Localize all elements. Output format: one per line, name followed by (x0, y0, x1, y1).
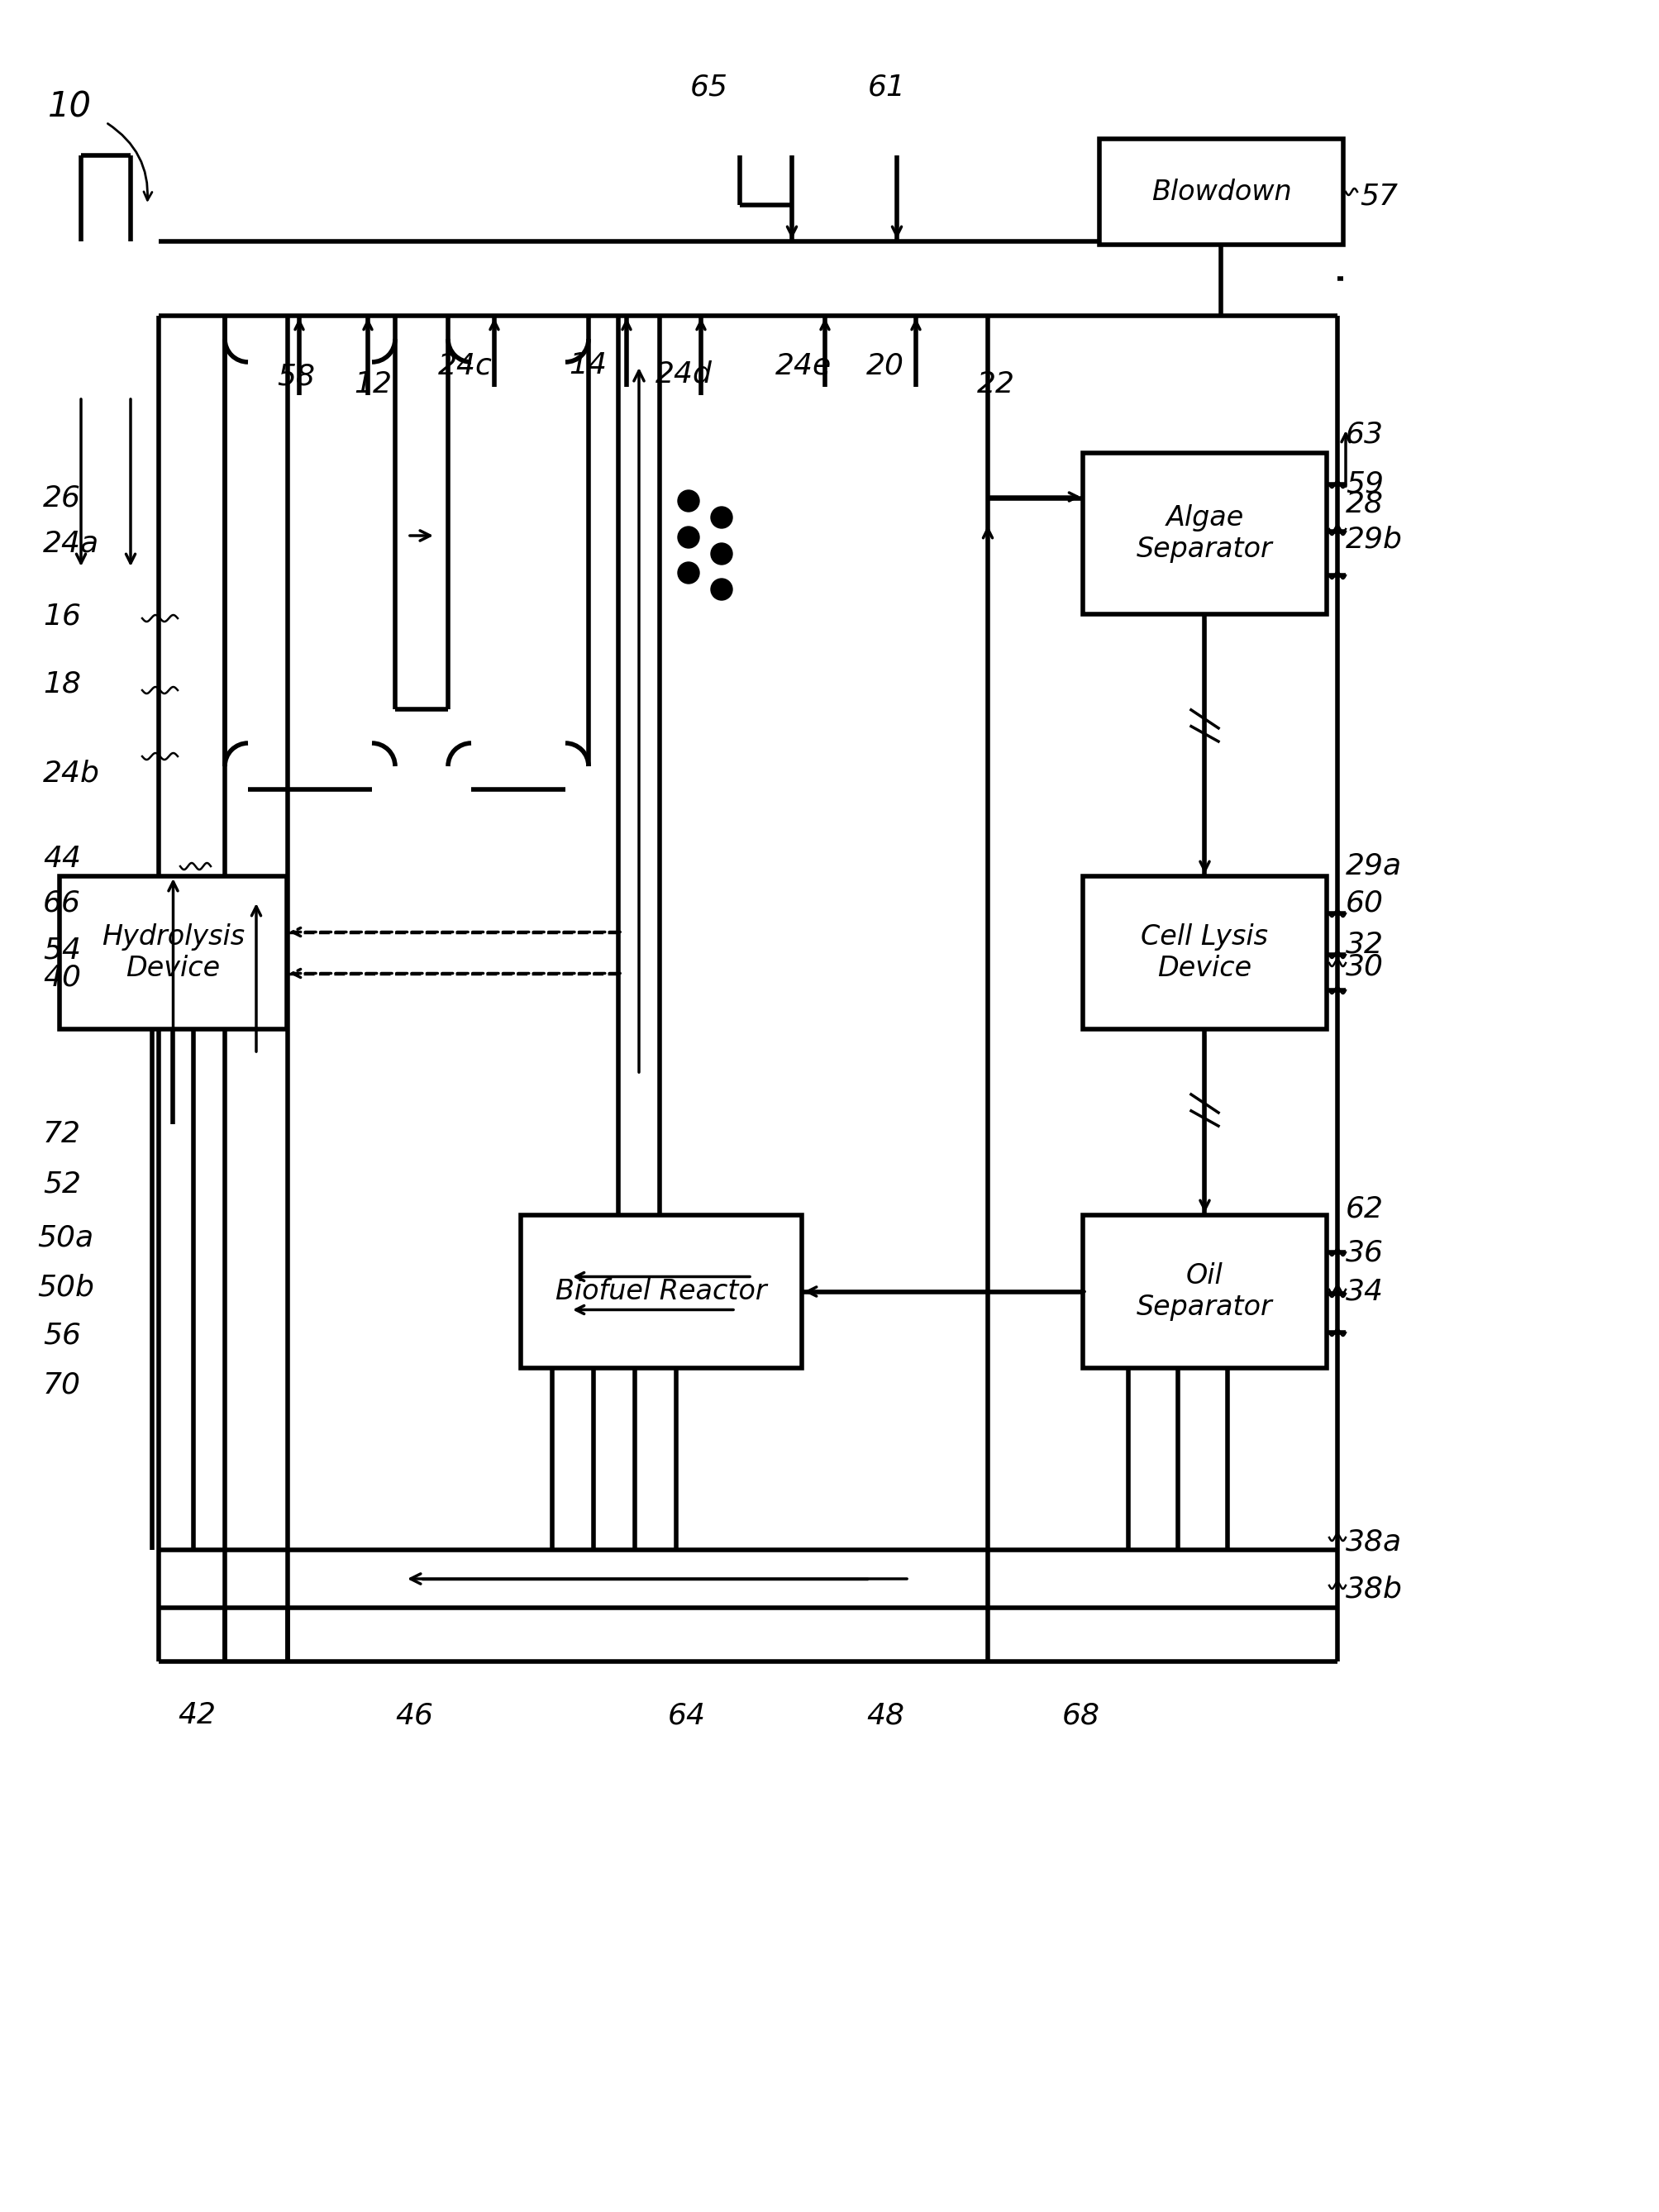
Text: 28: 28 (1345, 489, 1384, 518)
Text: 29a: 29a (1345, 852, 1402, 880)
Circle shape (677, 562, 698, 584)
Text: 12: 12 (353, 369, 392, 398)
Circle shape (710, 507, 732, 529)
Text: Hydrolysis
Device: Hydrolysis Device (101, 922, 244, 982)
Text: 22: 22 (977, 369, 1015, 398)
Text: Algae
Separator: Algae Separator (1136, 504, 1272, 564)
Circle shape (710, 580, 732, 599)
Text: 57: 57 (1359, 181, 1397, 210)
Text: 44: 44 (43, 845, 81, 874)
Text: 29b: 29b (1345, 524, 1402, 553)
Text: 52: 52 (43, 1170, 81, 1197)
Text: 26: 26 (43, 484, 81, 511)
Text: 72: 72 (43, 1119, 81, 1148)
Text: 58: 58 (277, 363, 315, 389)
Text: Cell Lysis
Device: Cell Lysis Device (1141, 922, 1267, 982)
Text: 10: 10 (48, 88, 91, 124)
Text: Biofuel Reactor: Biofuel Reactor (556, 1279, 766, 1305)
Text: 62: 62 (1345, 1194, 1384, 1223)
Circle shape (710, 544, 732, 564)
Text: 32: 32 (1345, 929, 1384, 958)
Text: 16: 16 (43, 602, 81, 630)
Text: 24a: 24a (43, 529, 100, 557)
Text: 66: 66 (43, 889, 81, 916)
Text: Oil
Separator: Oil Separator (1136, 1263, 1272, 1321)
Text: 40: 40 (43, 962, 81, 991)
Text: 38b: 38b (1345, 1575, 1402, 1604)
Text: 34: 34 (1345, 1276, 1384, 1305)
Text: 64: 64 (667, 1701, 705, 1730)
Text: Blowdown: Blowdown (1151, 179, 1291, 206)
Text: 20: 20 (866, 352, 904, 380)
Bar (1098, 139, 1342, 246)
Text: 38a: 38a (1345, 1528, 1402, 1555)
Text: 46: 46 (395, 1701, 433, 1730)
Circle shape (677, 526, 698, 549)
Bar (1082, 453, 1326, 615)
Text: 60: 60 (1345, 889, 1384, 916)
Text: 54: 54 (43, 936, 81, 964)
Text: 68: 68 (1062, 1701, 1100, 1730)
Text: 36: 36 (1345, 1239, 1384, 1265)
Text: 63: 63 (1345, 420, 1384, 449)
Circle shape (677, 491, 698, 511)
Text: 30: 30 (1345, 951, 1384, 980)
Text: 42: 42 (178, 1701, 216, 1730)
Bar (1082, 1214, 1326, 1367)
Text: 24c: 24c (438, 352, 493, 380)
Bar (60, 876, 287, 1029)
Text: 24b: 24b (43, 759, 100, 787)
Text: 48: 48 (866, 1701, 904, 1730)
Text: 18: 18 (43, 670, 81, 697)
Text: 50a: 50a (36, 1223, 93, 1252)
Bar (521, 1214, 801, 1367)
Text: 56: 56 (43, 1321, 81, 1349)
Text: 24d: 24d (655, 361, 712, 387)
Text: 65: 65 (690, 73, 728, 102)
Text: 50b: 50b (36, 1272, 95, 1301)
Text: 14: 14 (569, 352, 607, 380)
Text: 61: 61 (868, 73, 906, 102)
Text: 24e: 24e (775, 352, 831, 380)
Bar (1082, 876, 1326, 1029)
Text: 59: 59 (1345, 469, 1384, 498)
Text: 70: 70 (43, 1371, 81, 1398)
